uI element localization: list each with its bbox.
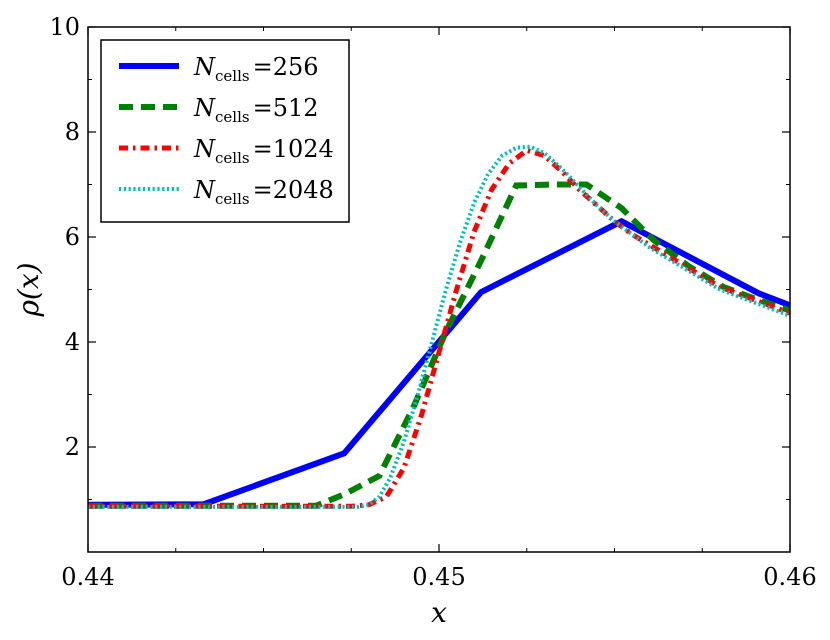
legend-label-1: Ncells =256 <box>193 53 319 85</box>
y-axis-label: ρ(x) <box>12 262 45 317</box>
series-line-2 <box>88 181 790 509</box>
x-tick-label: 0.45 <box>412 563 465 591</box>
legend-label-main: N <box>193 135 216 163</box>
legend-label-sub: cells <box>215 149 250 167</box>
series-line-3 <box>88 147 790 509</box>
legend-label-3: Ncells =1024 <box>193 135 334 167</box>
plot-frame <box>87 26 791 553</box>
x-tick-label: 0.46 <box>763 563 816 591</box>
x-tick-label: 0.44 <box>61 563 114 591</box>
series-layer <box>88 144 790 509</box>
legend-label-main: N <box>193 94 216 122</box>
series-line-4 <box>88 144 790 509</box>
y-tick-label: 8 <box>65 118 80 146</box>
legend-label-sub: cells <box>215 108 250 126</box>
legend-label-2: Ncells =512 <box>193 94 319 126</box>
legend-label-value: =256 <box>253 53 319 81</box>
y-tick-label: 4 <box>65 328 80 356</box>
legend-label-main: N <box>193 53 216 81</box>
legend-label-4: Ncells =2048 <box>193 176 334 208</box>
legend-label-sub: cells <box>215 67 250 85</box>
legend-label-value: =2048 <box>253 176 334 204</box>
y-tick-label: 2 <box>65 433 80 461</box>
x-tick-labels: 0.44 0.45 0.46 <box>61 563 816 591</box>
legend-label-sub: cells <box>215 190 250 208</box>
y-tick-label: 10 <box>49 13 80 41</box>
y-tick-label: 6 <box>65 223 80 251</box>
y-tick-labels: 2 4 6 8 10 <box>49 13 80 461</box>
legend-label-value: =1024 <box>253 135 334 163</box>
legend-label-value: =512 <box>253 94 319 122</box>
legend-box <box>100 39 350 223</box>
legend-label-main: N <box>193 176 216 204</box>
x-axis-label: x <box>431 596 447 629</box>
